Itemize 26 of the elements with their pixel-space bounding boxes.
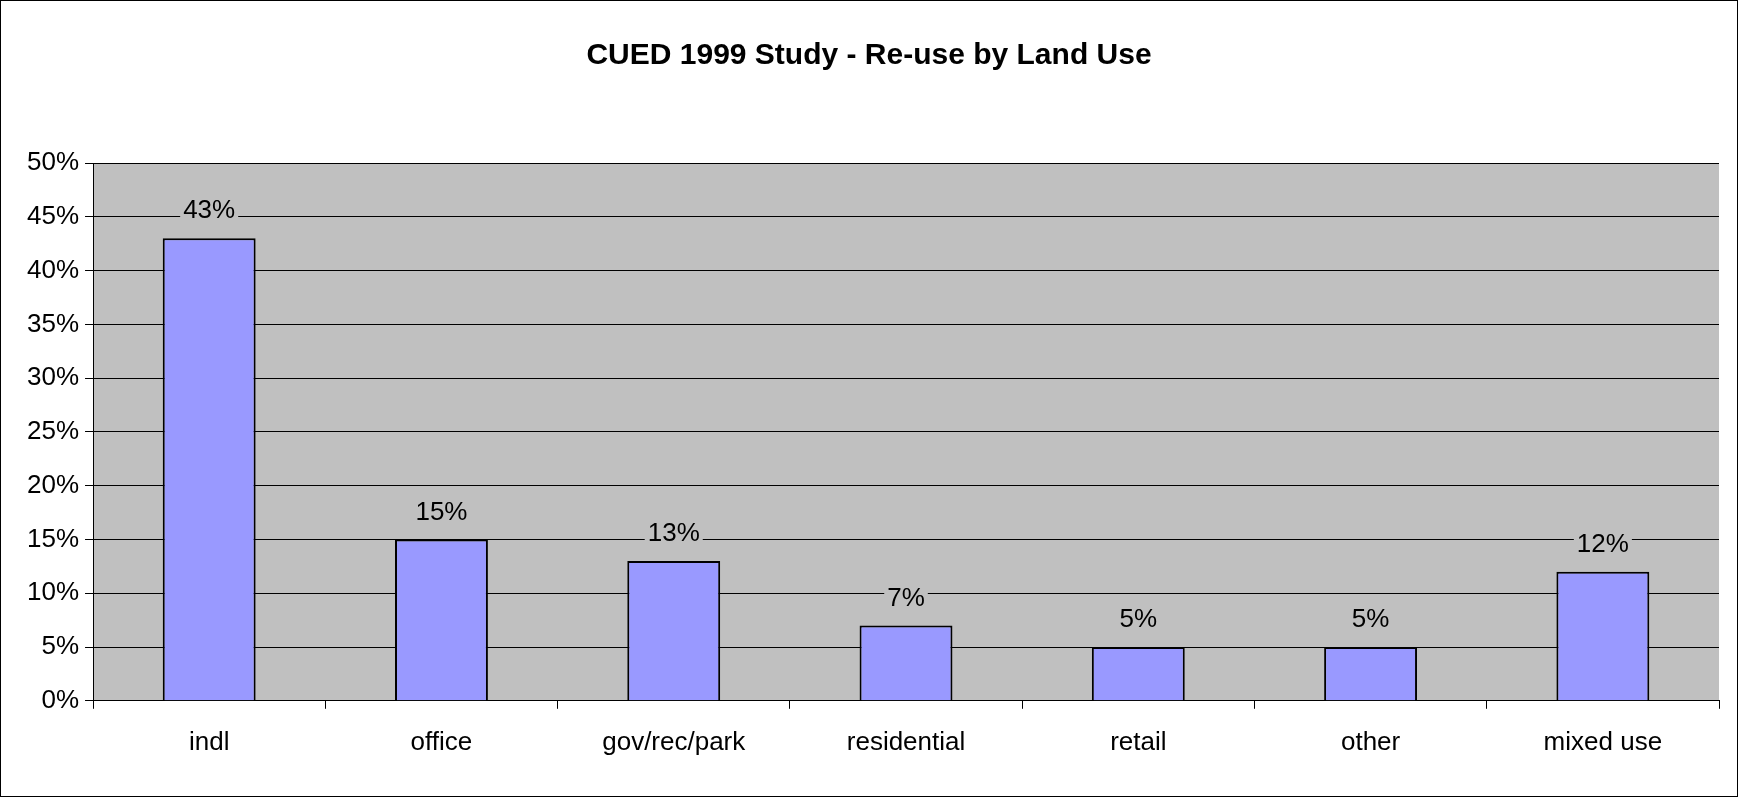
chart-title: CUED 1999 Study - Re-use by Land Use	[585, 37, 1153, 71]
data-label: 13%	[647, 517, 700, 548]
x-tick-label: mixed use	[1543, 725, 1663, 756]
y-tick-label: 45%	[26, 199, 80, 230]
y-tick-label: 20%	[26, 468, 80, 499]
y-tick-label: 40%	[26, 253, 80, 284]
x-tick-label: retail	[1110, 725, 1167, 756]
y-tick-label: 25%	[26, 415, 80, 446]
x-tick-label: other	[1340, 725, 1401, 756]
data-label: 5%	[1119, 603, 1158, 634]
data-label: 5%	[1351, 603, 1390, 634]
y-tick-label: 5%	[41, 630, 80, 661]
x-tick-label: gov/rec/park	[602, 725, 747, 756]
data-label: 15%	[415, 495, 468, 526]
data-label: 43%	[183, 194, 236, 225]
y-tick-label: 0%	[41, 683, 80, 714]
x-tick-label: indl	[188, 725, 230, 756]
y-tick-label: 35%	[26, 307, 80, 338]
x-tick-label: office	[410, 725, 473, 756]
data-label: 12%	[1576, 527, 1629, 558]
y-tick-label: 10%	[26, 576, 80, 607]
x-tick-label: residential	[846, 725, 966, 756]
y-tick-label: 50%	[26, 146, 80, 177]
data-label: 7%	[887, 581, 925, 612]
y-tick-label: 15%	[26, 522, 80, 553]
y-tick-label: 30%	[26, 361, 80, 392]
